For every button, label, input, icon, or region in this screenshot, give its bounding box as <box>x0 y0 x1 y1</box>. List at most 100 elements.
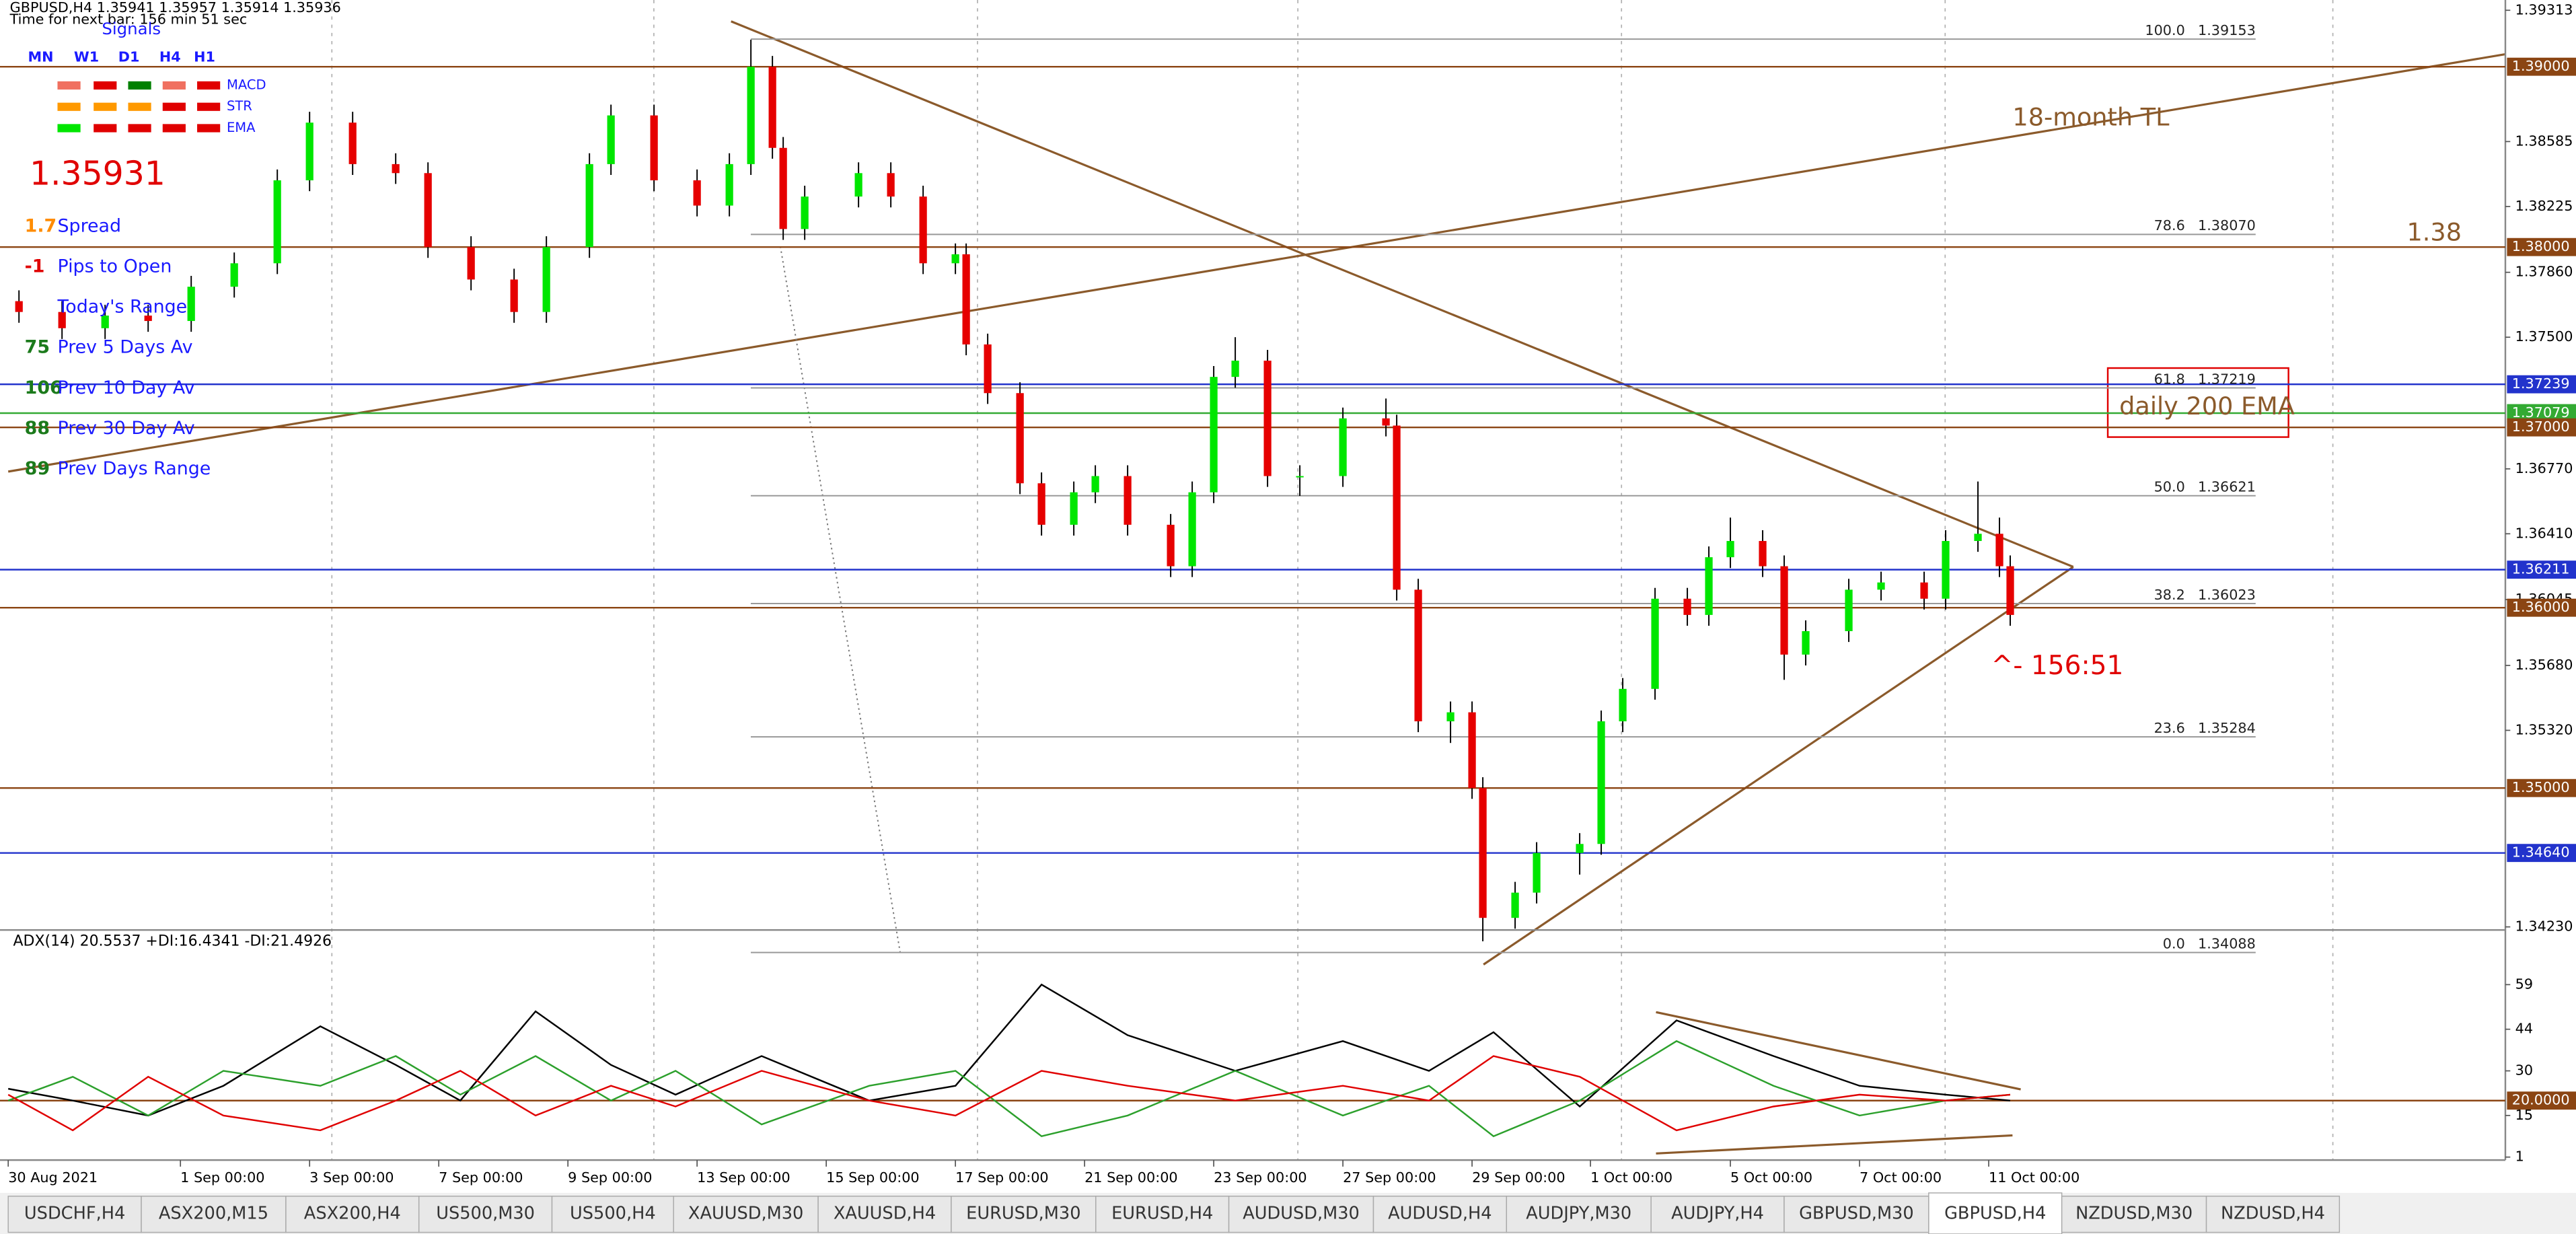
y-tick-label: 1 <box>2515 1149 2524 1165</box>
tab[interactable] <box>2205 1196 2341 1233</box>
y-tick-label: 1.36410 <box>2515 525 2573 541</box>
fib-ratio: 50.0 <box>2154 479 2185 495</box>
trend-lines <box>7 20 2506 1155</box>
candle-body <box>1339 418 1347 476</box>
candle-body <box>801 196 809 229</box>
x-tick-label: 7 Sep 00:00 <box>439 1169 523 1186</box>
level-label: 20.0000 <box>2512 1092 2570 1108</box>
timeframe-label: MN <box>28 48 54 65</box>
candle-body <box>1479 788 1487 918</box>
tab[interactable] <box>7 1196 142 1233</box>
tab-label[interactable]: ASX200,M15 <box>159 1204 268 1224</box>
stat-label: Pips to Open <box>57 256 172 277</box>
chart-title: GBPUSD,H4 1.35941 1.35957 1.35914 1.3593… <box>10 0 341 15</box>
tab-label[interactable]: AUDJPY,M30 <box>1526 1204 1631 1224</box>
candle-body <box>1705 557 1713 615</box>
tab-label[interactable]: XAUUSD,H4 <box>834 1204 936 1224</box>
tab-label[interactable]: EURUSD,H4 <box>1111 1204 1213 1224</box>
tab[interactable] <box>951 1196 1097 1233</box>
fib-price: 1.36621 <box>2198 479 2256 495</box>
tab[interactable] <box>551 1196 674 1233</box>
level-label: 1.37239 <box>2512 375 2570 392</box>
level-label: 1.37000 <box>2512 419 2570 435</box>
candle-body <box>854 173 862 197</box>
candle-body <box>607 115 615 164</box>
fib-ratio: 0.0 <box>2163 935 2185 951</box>
timeframe-label: W1 <box>74 48 99 65</box>
tab-label[interactable]: ASX200,H4 <box>304 1204 401 1224</box>
tab-label[interactable]: USDCHF,H4 <box>24 1204 125 1224</box>
y-tick-label: 1.34230 <box>2515 918 2573 935</box>
current-price: 1.35931 <box>30 154 165 192</box>
tab[interactable] <box>2061 1196 2207 1233</box>
fib-price: 1.39153 <box>2198 22 2256 38</box>
signal-box <box>162 102 186 111</box>
candle-body <box>144 316 152 322</box>
candle-body <box>747 67 755 164</box>
candle-body <box>510 279 518 312</box>
candle-body <box>984 344 992 394</box>
signal-box <box>128 81 151 90</box>
candle-body <box>1382 418 1390 426</box>
tab-label[interactable]: XAUUSD,M30 <box>688 1204 803 1224</box>
candle-body <box>1877 582 1885 590</box>
tab[interactable] <box>673 1196 819 1233</box>
level-tag <box>2507 1091 2576 1110</box>
stat-label: Prev 5 Days Av <box>57 337 192 358</box>
tab[interactable] <box>1783 1196 1929 1233</box>
candle-body <box>1597 721 1605 844</box>
signal-box <box>94 81 117 90</box>
tab-label[interactable]: NZDUSD,H4 <box>2221 1204 2325 1224</box>
tab[interactable] <box>141 1196 287 1233</box>
candle-body <box>693 180 701 206</box>
candle-body <box>305 122 314 181</box>
candle-body <box>1446 712 1455 722</box>
tab-label[interactable]: EURUSD,M30 <box>966 1204 1080 1224</box>
tab-label[interactable]: AUDUSD,H4 <box>1388 1204 1492 1224</box>
tab[interactable] <box>1928 1192 2063 1234</box>
tab-label[interactable]: US500,H4 <box>570 1204 656 1224</box>
fib-ratio: 78.6 <box>2154 217 2185 233</box>
y-tick-label: 1.36770 <box>2515 460 2573 476</box>
tab-label[interactable]: NZDUSD,M30 <box>2075 1204 2193 1224</box>
level-tag <box>2507 57 2576 76</box>
candle-body <box>962 254 970 344</box>
candle-body <box>392 164 400 174</box>
candle-body <box>1759 541 1767 567</box>
tab[interactable] <box>1228 1196 1374 1233</box>
candle-body <box>1995 534 2003 567</box>
stat-label: Prev 10 Day Av <box>57 377 194 398</box>
stat-label: Spread <box>57 216 121 237</box>
candle-body <box>1414 589 1422 722</box>
ema-box <box>2106 367 2289 438</box>
fib-price: 1.37219 <box>2198 371 2256 387</box>
x-tick-label: 1 Sep 00:00 <box>180 1169 264 1186</box>
tab-label[interactable]: AUDUSD,M30 <box>1243 1204 1360 1224</box>
candle-body <box>467 247 475 280</box>
tab[interactable] <box>418 1196 553 1233</box>
x-tick-label: 29 Sep 00:00 <box>1472 1169 1566 1186</box>
tab[interactable] <box>1372 1196 1508 1233</box>
candle-body <box>230 263 238 287</box>
candle-body <box>1533 852 1541 893</box>
signal-box <box>57 102 81 111</box>
adx-line <box>7 1055 2011 1132</box>
candle-body <box>1845 589 1853 632</box>
tab-label[interactable]: US500,M30 <box>436 1204 535 1224</box>
signal-box <box>94 124 117 133</box>
candle-body <box>1619 688 1627 722</box>
tab[interactable] <box>1650 1196 1785 1233</box>
x-tick-label: 9 Sep 00:00 <box>568 1169 652 1186</box>
x-tick-label: 5 Oct 00:00 <box>1730 1169 1812 1186</box>
y-tick-label: 1.35680 <box>2515 657 2573 673</box>
timeframe-label: H4 <box>159 48 181 65</box>
tab[interactable] <box>1506 1196 1652 1233</box>
tab-label[interactable]: GBPUSD,M30 <box>1799 1204 1914 1224</box>
stat-value: 106 <box>25 377 63 398</box>
candle-body <box>768 67 776 148</box>
tab-label[interactable]: GBPUSD,H4 <box>1944 1204 2046 1224</box>
tab-label[interactable]: AUDJPY,H4 <box>1671 1204 1764 1224</box>
candle-body <box>1188 492 1196 567</box>
candle-body <box>1124 476 1132 525</box>
